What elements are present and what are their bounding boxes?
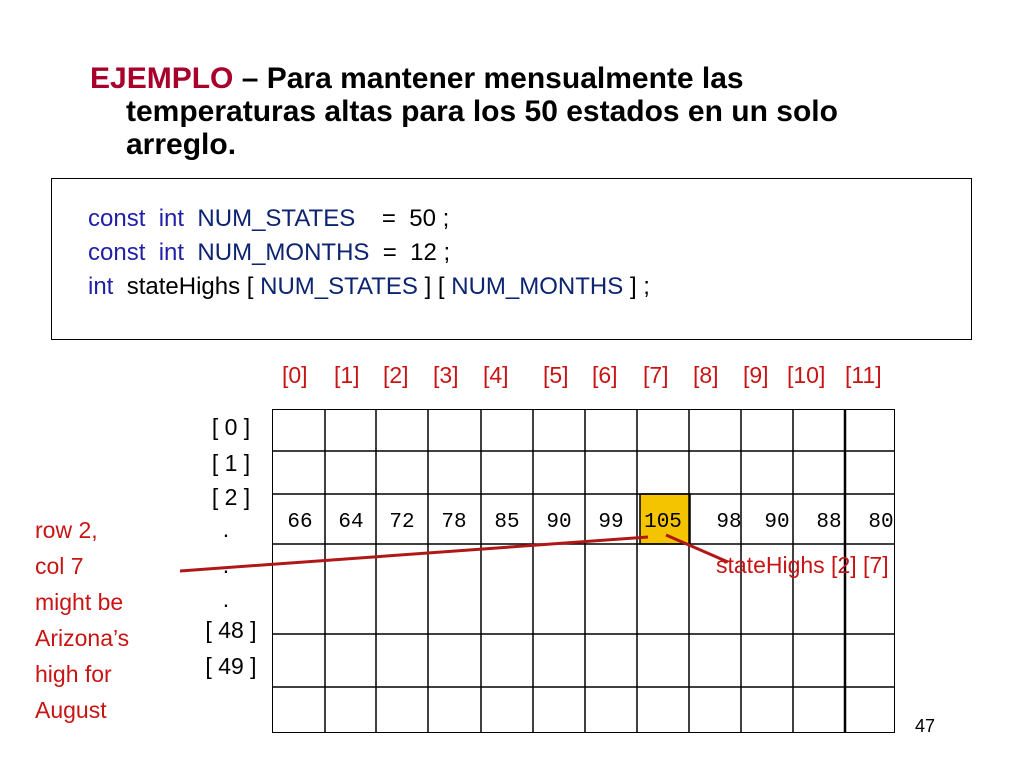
code-identifier: NUM_MONTHS	[451, 273, 624, 300]
cell-value: 99	[598, 511, 624, 534]
cell-value: 85	[494, 511, 520, 534]
code-keyword: int	[158, 239, 185, 266]
code-keyword: int	[88, 273, 114, 300]
row-label: [ 2 ]	[211, 484, 251, 510]
column-header: [8]	[693, 362, 719, 388]
grid-horizontals	[272, 450, 895, 688]
code-bracket: ] [	[424, 273, 445, 300]
annotation-left: row 2, col 7 might be Arizona’s high for…	[35, 512, 129, 728]
cell-value: 88	[816, 511, 842, 534]
annotation-line: col 7	[35, 553, 84, 579]
cell-value: 80	[868, 511, 894, 534]
title-keyword: EJEMPLO	[90, 62, 234, 95]
cell-value: 90	[546, 511, 572, 534]
column-header: [11]	[845, 362, 882, 388]
row-label: [ 0 ]	[211, 414, 251, 440]
column-header: [1]	[334, 362, 360, 388]
row-ellipsis: .	[222, 552, 230, 578]
annotation-line: August	[35, 697, 107, 723]
title-line2: temperaturas altas para los 50 estados e…	[126, 95, 838, 128]
row-label: [ 48 ]	[205, 617, 257, 643]
row-ellipsis: .	[222, 516, 230, 542]
grid-verticals	[324, 409, 847, 733]
code-end: ] ;	[629, 273, 650, 300]
pointer-line-left	[179, 535, 649, 573]
title-line1: – Para mantener mensualmente las	[233, 62, 744, 95]
column-header: [6]	[592, 362, 618, 388]
code-array-name: stateHighs [	[126, 273, 254, 300]
cell-value: 90	[764, 511, 790, 534]
cell-value: 72	[389, 511, 415, 534]
code-identifier: NUM_STATES	[197, 205, 356, 232]
column-header: [9]	[743, 362, 769, 388]
code-identifier: NUM_STATES	[260, 273, 418, 300]
annotation-line: might be	[35, 589, 124, 615]
code-value: = 12 ;	[382, 239, 451, 266]
page-number: 47	[915, 716, 936, 736]
column-header: [5]	[543, 362, 569, 388]
code-line-2: const int NUM_MONTHS = 12 ;	[88, 236, 450, 270]
cell-value: 66	[287, 511, 313, 534]
slide-title: EJEMPLO – Para mantener mensualmente las…	[90, 62, 970, 161]
column-header: [10]	[787, 362, 826, 388]
annotation-line: Arizona’s	[35, 625, 130, 651]
code-keyword: int	[158, 205, 185, 232]
column-header: [2]	[383, 362, 409, 388]
code-identifier: NUM_MONTHS	[197, 239, 370, 266]
annotation-right: stateHighs [2] [7]	[716, 552, 889, 578]
title-line3: arreglo.	[126, 128, 237, 161]
row-ellipsis: .	[222, 586, 230, 612]
cell-value: 64	[338, 511, 364, 534]
code-keyword: const	[88, 205, 146, 232]
cell-value: 98	[716, 511, 742, 534]
pointer-line-right	[665, 533, 729, 564]
code-line-3: int stateHighs [ NUM_STATES ] [ NUM_MONT…	[88, 270, 650, 304]
annotation-line: row 2,	[35, 517, 98, 543]
cell-value: 78	[441, 511, 467, 534]
cell-value-highlighted: 105	[644, 511, 682, 534]
code-keyword: const	[88, 239, 146, 266]
column-header: [4]	[483, 362, 509, 388]
code-line-1: const int NUM_STATES = 50 ;	[88, 202, 449, 236]
column-header: [0]	[282, 362, 308, 388]
row-label: [ 1 ]	[211, 450, 251, 476]
row-label: [ 49 ]	[205, 653, 257, 679]
array-grid	[272, 409, 895, 733]
code-box	[51, 178, 972, 340]
annotation-line: high for	[35, 661, 112, 687]
column-header: [7]	[643, 362, 669, 388]
column-header: [3]	[433, 362, 459, 388]
code-value: = 50 ;	[381, 205, 450, 232]
